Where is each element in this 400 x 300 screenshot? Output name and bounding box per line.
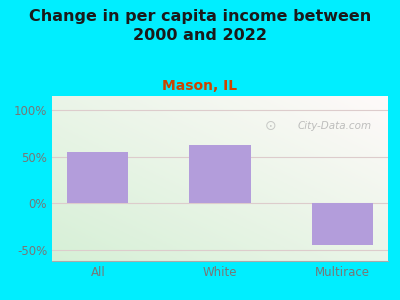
Text: ⊙: ⊙ [264, 119, 276, 133]
Bar [312, 203, 373, 245]
Bar [67, 152, 128, 203]
Text: City-Data.com: City-Data.com [297, 121, 372, 131]
Text: Mason, IL: Mason, IL [162, 80, 238, 94]
Text: Change in per capita income between
2000 and 2022: Change in per capita income between 2000… [29, 9, 371, 43]
Bar [190, 146, 250, 203]
